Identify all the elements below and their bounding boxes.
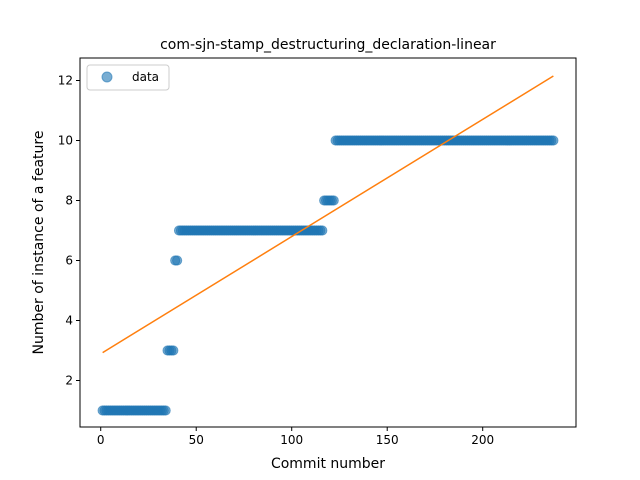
fit-line (102, 75, 554, 354)
y-tick-label: 12 (58, 74, 73, 88)
data-points (97, 135, 559, 416)
data-point (548, 135, 559, 146)
data-point (172, 255, 183, 266)
data-point (160, 405, 171, 416)
plot-frame (79, 57, 577, 428)
y-tick-label: 2 (65, 374, 73, 388)
x-tick-label: 200 (471, 433, 494, 447)
legend-data-label: data (132, 70, 159, 84)
plot-area (80, 58, 576, 427)
legend: data (86, 64, 170, 91)
y-tick-label: 8 (65, 194, 73, 208)
y-tick-label: 4 (65, 314, 73, 328)
data-point (328, 195, 339, 206)
fit-line-group (102, 75, 554, 354)
y-tick-label: 6 (65, 254, 73, 268)
x-axis-label: Commit number (271, 456, 385, 472)
data-point (317, 225, 328, 236)
y-axis-label: Number of instance of a feature (31, 131, 47, 355)
data-point (168, 345, 179, 356)
legend-box (86, 64, 170, 91)
x-tick-label: 100 (280, 433, 303, 447)
chart-title: com-sjn-stamp_destructuring_declaration-… (160, 37, 496, 53)
plot-background (80, 58, 576, 427)
legend-data-marker (101, 71, 113, 83)
x-tick-label: 150 (376, 433, 399, 447)
y-tick-label: 10 (58, 134, 73, 148)
x-tick-label: 50 (189, 433, 204, 447)
x-axis-ticks: 0 50 100 150 200 (97, 427, 494, 447)
x-tick-label: 0 (97, 433, 105, 447)
y-axis-ticks: 2 4 6 8 10 12 (58, 74, 80, 388)
